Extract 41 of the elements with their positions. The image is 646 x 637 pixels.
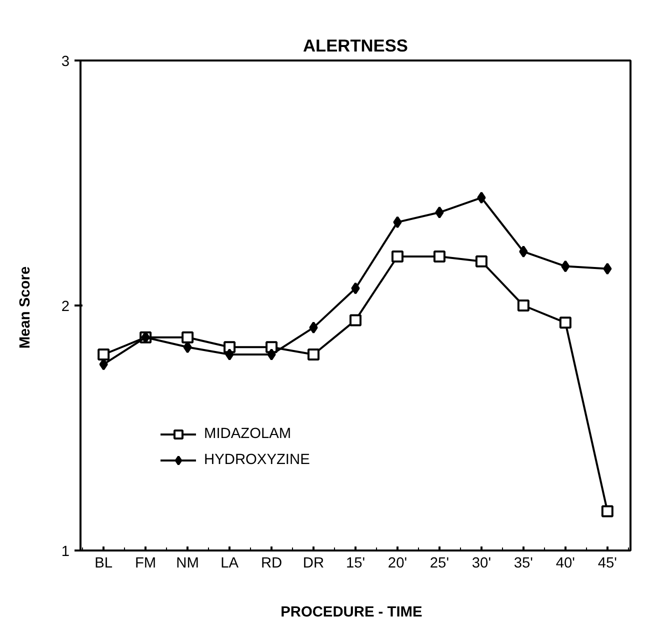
y-axis-title: Mean Score bbox=[17, 266, 34, 349]
x-tick-label: DR bbox=[302, 556, 324, 572]
point bbox=[391, 250, 404, 262]
x-tick-label: 20' bbox=[388, 556, 408, 572]
point bbox=[350, 314, 362, 326]
x-tick-label: 25' bbox=[430, 556, 450, 572]
point bbox=[435, 206, 444, 218]
point bbox=[603, 262, 612, 275]
x-tick-label: NM bbox=[176, 556, 199, 572]
x-tick-label: LA bbox=[220, 556, 239, 572]
point bbox=[517, 300, 530, 312]
x-tick-label: FM bbox=[134, 556, 156, 572]
point bbox=[225, 348, 234, 360]
point bbox=[182, 331, 194, 344]
point bbox=[393, 216, 402, 228]
x-tick-label: 45' bbox=[598, 556, 618, 572]
point bbox=[433, 250, 446, 262]
y-tick-label: 3 bbox=[61, 54, 70, 70]
x-axis-title: PROCEDURE - TIME bbox=[280, 604, 422, 620]
x-tick-label: 40' bbox=[556, 556, 576, 572]
point bbox=[308, 348, 320, 360]
legend-label: HYDROXYZINE bbox=[204, 452, 310, 468]
point bbox=[351, 282, 360, 294]
point bbox=[519, 246, 528, 258]
point bbox=[475, 255, 488, 268]
point bbox=[309, 322, 318, 334]
x-tick-label: 15' bbox=[346, 556, 366, 572]
point bbox=[559, 316, 572, 329]
x-tick-label: 30' bbox=[472, 556, 492, 572]
y-tick-label: 2 bbox=[61, 299, 70, 315]
x-tick-label: RD bbox=[260, 556, 282, 572]
point bbox=[98, 348, 110, 360]
x-tick-label: 35' bbox=[514, 556, 534, 572]
x-tick-label: BL bbox=[94, 556, 113, 572]
point bbox=[477, 192, 486, 204]
point bbox=[267, 348, 276, 360]
point bbox=[601, 505, 614, 518]
point bbox=[561, 260, 570, 272]
chart-title: ALERTNESS bbox=[303, 36, 408, 56]
y-tick-label: 1 bbox=[61, 544, 70, 560]
legend-label: MIDAZOLAM bbox=[204, 426, 292, 442]
